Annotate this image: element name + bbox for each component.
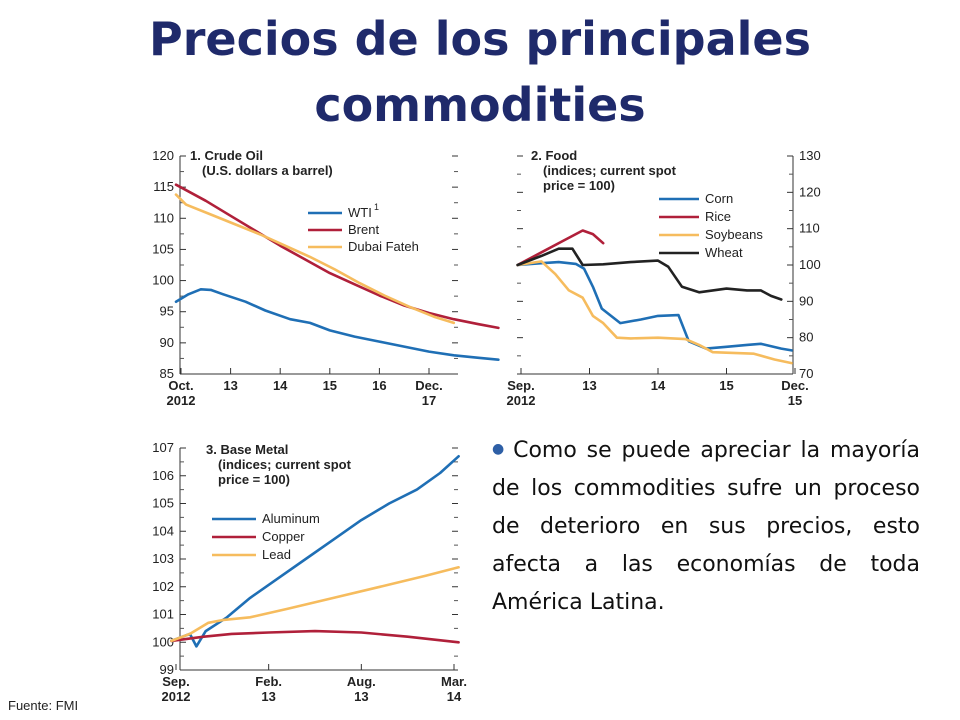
legend-label: Rice (705, 209, 731, 224)
x-tick-label-line2: 15 (788, 393, 802, 408)
source-note: Fuente: FMI (8, 698, 79, 713)
x-tick-label-line2: 14 (447, 689, 462, 704)
x-tick-label: 15 (323, 378, 337, 393)
x-tick-label: 14 (273, 378, 288, 393)
chart-subtitle-line1: (indices; current spot (218, 457, 352, 472)
bullet-dot-icon: ● (492, 441, 508, 457)
y-tick-label: 95 (160, 304, 174, 319)
legend-footnote-mark: 1 (374, 202, 379, 212)
series-line-wheat (516, 247, 783, 301)
title-line-2: commodities (314, 78, 646, 132)
x-tick-label-line2: 2012 (167, 393, 196, 408)
y-tick-label: 107 (152, 440, 174, 455)
series-line-corn (516, 260, 793, 352)
y-tick-label: 106 (152, 468, 174, 483)
series-line-rice (516, 229, 605, 267)
y-tick-label: 100 (152, 634, 174, 649)
x-tick-label: Feb. (255, 674, 282, 689)
series-line-lead (170, 566, 460, 643)
y-tick-label: 100 (152, 273, 174, 288)
chart-subtitle-line1: (indices; current spot (543, 163, 677, 178)
x-tick-label: Aug. (347, 674, 376, 689)
x-tick-label: 13 (582, 378, 596, 393)
x-tick-label: 13 (223, 378, 237, 393)
y-tick-label: 80 (799, 330, 813, 345)
legend-label: Corn (705, 191, 733, 206)
legend-label: Brent (348, 222, 379, 237)
y-tick-label: 70 (799, 366, 813, 381)
x-tick-label: 15 (719, 378, 733, 393)
food-chart: 70 80 90 100 110 120 130 Sep. 2012 13 14 15 Dec. 15 2.… (497, 140, 830, 420)
page-title: Precios de los principales commodities (0, 6, 960, 138)
y-tick-label: 104 (152, 523, 174, 538)
chart-svg: 99100101102103104105106107Sep.2012Feb.13… (152, 440, 467, 704)
y-tick-label: 101 (152, 607, 174, 622)
chart-svg: 85 90 95 100 105 110 115 120 Oct.2012 13 14 15 16 Dec… (152, 148, 500, 408)
x-tick-label: Oct. (168, 378, 193, 393)
y-tick-label: 120 (152, 148, 174, 163)
y-tick-label: 105 (152, 241, 174, 256)
y-tick-label: 99 (160, 662, 174, 677)
legend-label: Lead (262, 547, 291, 562)
x-tick-label: Dec. (781, 378, 808, 393)
y-tick-label: 105 (152, 496, 174, 511)
x-tick-label-line2: 2012 (162, 689, 191, 704)
series-line-brent (174, 183, 500, 330)
series-line-copper (170, 629, 460, 644)
y-tick-label: 103 (152, 551, 174, 566)
x-tick-label: Mar. (441, 674, 467, 689)
legend-label: Soybeans (705, 227, 763, 242)
bullet-paragraph: ● Como se puede apreciar la mayoría de lo… (492, 430, 920, 622)
base-metal-chart: 99 100 101 102 103 104 105 106 107 Sep. 2012 Feb. 13… (134, 432, 484, 710)
series-line-wti (174, 288, 500, 361)
x-tick-label: 14 (651, 378, 666, 393)
x-tick-label: Dec. (415, 378, 442, 393)
series-line-aluminum (170, 455, 460, 648)
y-tick-label: 120 (799, 184, 821, 199)
x-tick-label-line2: 13 (261, 689, 275, 704)
chart-subtitle-line2: price = 100) (543, 178, 615, 193)
x-tick-label: 16 (372, 378, 386, 393)
y-tick-label: 85 (160, 366, 174, 381)
chart-subtitle: (U.S. dollars a barrel) (202, 163, 333, 178)
y-tick-label: 100 (799, 257, 821, 272)
x-tick-label-line2: 17 (422, 393, 436, 408)
chart-subtitle-line2: price = 100) (218, 472, 290, 487)
y-tick-label: 102 (152, 579, 174, 594)
series-line-dubai-fateh (174, 193, 456, 325)
title-line-1: Precios de los principales (148, 12, 811, 66)
x-tick-label: Sep. (162, 674, 189, 689)
crude-oil-chart: 85 90 95 100 105 110 115 120 Oct. 2012 13 14 15 16 Dec… (134, 140, 500, 420)
legend-label: Dubai Fateh (348, 239, 419, 254)
legend-label: Aluminum (262, 511, 320, 526)
y-tick-label: 90 (160, 335, 174, 350)
x-tick-label-line2: 13 (354, 689, 368, 704)
y-tick-label: 110 (799, 221, 820, 236)
x-tick-label: Sep. (507, 378, 534, 393)
chart-title: 3. Base Metal (206, 442, 288, 457)
bullet-text: Como se puede apreciar la mayoría de los… (492, 438, 920, 615)
legend-label: Copper (262, 529, 305, 544)
y-tick-label: 130 (799, 148, 821, 163)
chart-title: 2. Food (531, 148, 577, 163)
legend-label: WTI (348, 205, 372, 220)
legend-label: Wheat (705, 245, 743, 260)
series-line-soybeans (516, 260, 793, 365)
x-tick-label-line2: 2012 (507, 393, 536, 408)
y-tick-label: 115 (153, 179, 174, 194)
y-tick-label: 110 (153, 210, 174, 225)
chart-title: 1. Crude Oil (190, 148, 263, 163)
y-tick-label: 90 (799, 293, 813, 308)
